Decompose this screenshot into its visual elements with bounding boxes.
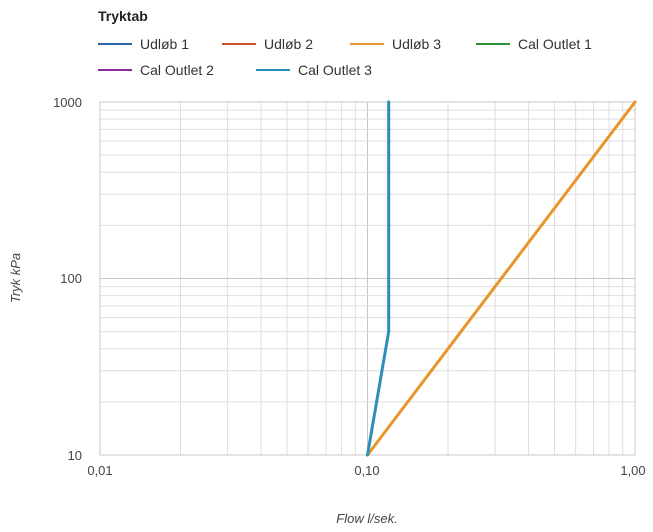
grid <box>99 102 635 456</box>
legend-swatch-udlob-3 <box>350 43 384 45</box>
series-line-2 <box>366 100 637 457</box>
legend-item-cal-outlet-1[interactable]: Cal Outlet 1 <box>476 36 592 52</box>
legend-label-cal-outlet-3: Cal Outlet 3 <box>298 62 372 78</box>
legend-label-udlob-1: Udløb 1 <box>140 36 190 52</box>
legend-title: Tryktab <box>98 8 148 24</box>
legend-swatch-cal-outlet-1 <box>476 43 510 45</box>
legend-swatch-udlob-1 <box>98 43 132 45</box>
y-tick-label-0: 10 <box>68 448 82 463</box>
legend-label-cal-outlet-2: Cal Outlet 2 <box>140 62 214 78</box>
x-tick-label-2: 1,00 <box>620 463 645 478</box>
x-tick-label-1: 0,10 <box>354 463 379 478</box>
series-line-5 <box>366 100 391 457</box>
legend-item-udlob-2[interactable]: Udløb 2 <box>222 36 313 52</box>
legend-item-cal-outlet-3[interactable]: Cal Outlet 3 <box>256 62 372 78</box>
series-group <box>366 100 637 457</box>
y-tick-label-2: 1000 <box>53 95 82 110</box>
legend-swatch-cal-outlet-2 <box>98 69 132 71</box>
legend-label-udlob-2: Udløb 2 <box>264 36 314 52</box>
x-axis-title: Flow l/sek. <box>336 511 397 526</box>
legend-label-cal-outlet-1: Cal Outlet 1 <box>518 36 592 52</box>
legend-item-cal-outlet-2[interactable]: Cal Outlet 2 <box>98 62 214 78</box>
x-tick-label-0: 0,01 <box>87 463 112 478</box>
legend-item-udlob-3[interactable]: Udløb 3 <box>350 36 441 52</box>
legend-label-udlob-3: Udløb 3 <box>392 36 442 52</box>
legend-swatch-cal-outlet-3 <box>256 69 290 71</box>
y-tick-label-1: 100 <box>60 271 82 286</box>
legend-swatch-udlob-2 <box>222 43 256 45</box>
y-axis-title: Tryk kPa <box>8 253 23 303</box>
legend-item-udlob-1[interactable]: Udløb 1 <box>98 36 189 52</box>
